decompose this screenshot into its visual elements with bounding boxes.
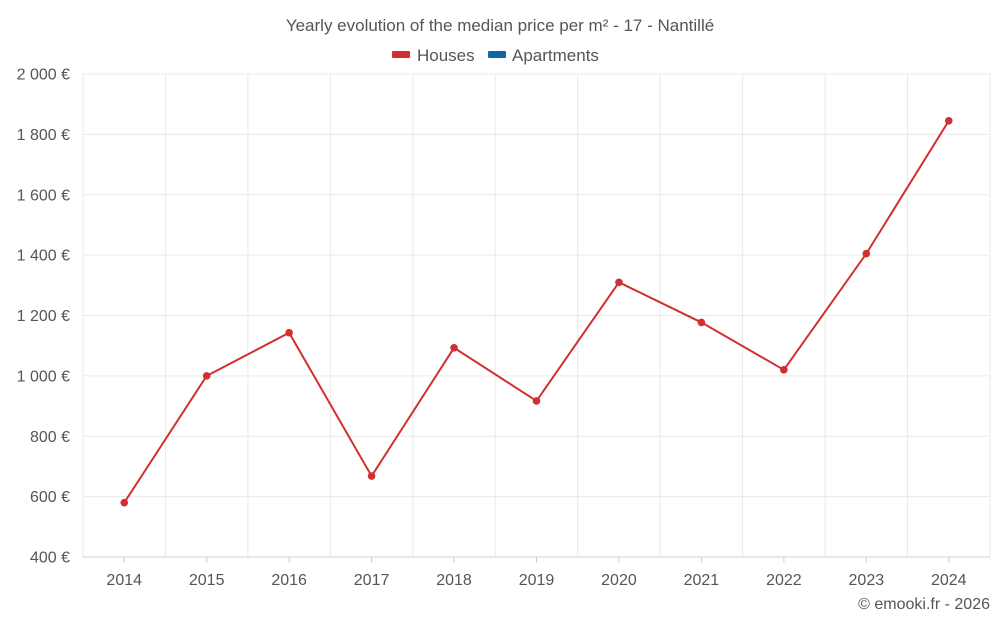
legend-item-houses[interactable]: Houses — [392, 46, 475, 65]
y-tick-label: 1 600 € — [17, 187, 70, 204]
data-point-houses[interactable] — [120, 498, 129, 507]
y-tick-label: 1 200 € — [17, 308, 70, 325]
y-tick-label: 600 € — [30, 489, 70, 506]
data-point-houses[interactable] — [532, 397, 541, 405]
legend-swatch-apartments — [488, 51, 506, 58]
chart-title: Yearly evolution of the median price per… — [286, 16, 714, 35]
y-tick-label: 1 000 € — [17, 368, 70, 385]
data-point-houses[interactable] — [367, 472, 376, 480]
x-tick-label: 2020 — [601, 572, 637, 589]
data-point-houses[interactable] — [202, 372, 211, 380]
data-point-houses[interactable] — [450, 344, 458, 352]
legend-label-apartments: Apartments — [512, 46, 599, 65]
data-point-houses[interactable] — [862, 249, 871, 258]
x-tick-label: 2022 — [766, 572, 802, 589]
data-point-houses[interactable] — [697, 318, 706, 327]
data-point-houses[interactable] — [285, 328, 293, 337]
grid — [82, 73, 991, 557]
y-tick-label: 400 € — [30, 550, 70, 567]
credit-text: © emooki.fr - 2026 — [858, 596, 990, 613]
x-tick-label: 2016 — [271, 572, 307, 589]
legend-label-houses: Houses — [417, 46, 475, 65]
data-point-houses[interactable] — [615, 278, 623, 287]
x-tick-label: 2023 — [849, 572, 885, 589]
y-tick-label: 1 400 € — [17, 248, 70, 265]
axes — [83, 556, 990, 563]
data-point-houses[interactable] — [780, 366, 788, 374]
legend-item-apartments[interactable]: Apartments — [488, 46, 599, 65]
data-point-houses[interactable] — [944, 116, 953, 125]
x-tick-label: 2021 — [684, 572, 720, 589]
legend-swatch-houses — [392, 51, 410, 58]
x-tick-label: 2017 — [354, 572, 390, 589]
legend: Houses Apartments — [392, 46, 599, 65]
x-tick-label: 2018 — [436, 572, 472, 589]
tick-labels: 400 € 600 € 800 € 1 000 € 1 200 € 1 400 € 1 60… — [17, 67, 967, 590]
x-tick-label: 2014 — [106, 572, 142, 589]
y-tick-label: 800 € — [30, 429, 70, 446]
x-tick-label: 2015 — [189, 572, 225, 589]
x-tick-label: 2024 — [931, 572, 967, 589]
series-layer — [120, 116, 953, 507]
y-tick-label: 2 000 € — [17, 67, 70, 84]
y-tick-label: 1 800 € — [17, 127, 70, 144]
x-tick-label: 2019 — [519, 572, 555, 589]
